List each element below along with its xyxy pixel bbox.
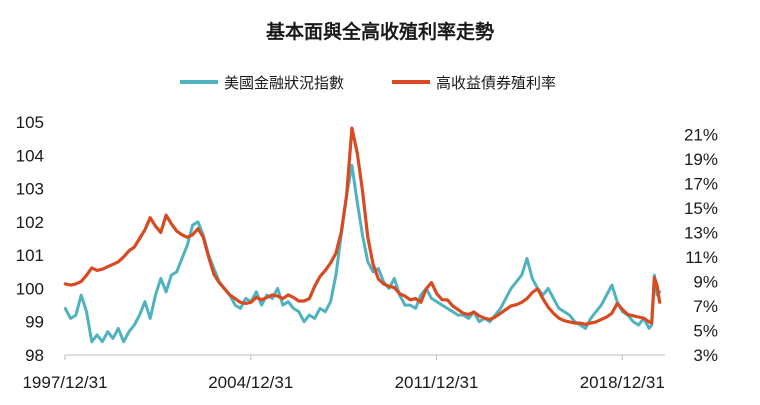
y-left-tick-label: 102: [16, 213, 44, 232]
y-left-tick-label: 98: [25, 346, 44, 365]
y-right-tick-label: 9%: [693, 272, 718, 291]
y-right-tick-label: 17%: [684, 174, 718, 193]
legend: 美國金融狀況指數 高收益債券殖利率: [180, 74, 556, 92]
x-axis: 1997/12/31 2004/12/31 2011/12/31 2018/12/31: [22, 354, 665, 392]
y-right-tick-label: 21%: [684, 125, 718, 144]
y-left-tick-label: 101: [16, 246, 44, 265]
y-right-tick-label: 7%: [693, 297, 718, 316]
chart-title: 基本面與全高收殖利率走勢: [265, 20, 494, 43]
y-right-tick-label: 19%: [684, 150, 718, 169]
y-right-tick-label: 15%: [684, 199, 718, 218]
y-right-tick-label: 13%: [684, 223, 718, 242]
y-left-tick-label: 99: [25, 313, 44, 332]
y-left-tick-label: 105: [16, 113, 44, 132]
y-right-tick-label: 5%: [693, 321, 718, 340]
y-right-tick-label: 3%: [693, 346, 718, 365]
series-line-high-yield: [63, 126, 662, 326]
y-left-tick-label: 100: [16, 279, 44, 298]
y-axis-right: 3% 5% 7% 9% 11% 13% 15% 17% 19% 21%: [684, 125, 718, 365]
series-layer: [63, 126, 662, 344]
x-tick-label: 2011/12/31: [395, 373, 479, 392]
y-axis-left: 98 99 100 101 102 103 104 105: [16, 113, 44, 365]
series-line-financial-conditions: [63, 163, 662, 344]
legend-label-financial-conditions: 美國金融狀況指數: [224, 74, 344, 92]
x-tick-label: 2018/12/31: [580, 373, 665, 392]
legend-label-high-yield: 高收益債券殖利率: [436, 74, 556, 92]
x-tick-label: 1997/12/31: [22, 373, 107, 392]
y-left-tick-label: 104: [16, 146, 44, 165]
x-tick-label: 2004/12/31: [208, 373, 293, 392]
y-left-tick-label: 103: [16, 180, 44, 199]
y-right-tick-label: 11%: [685, 248, 718, 267]
